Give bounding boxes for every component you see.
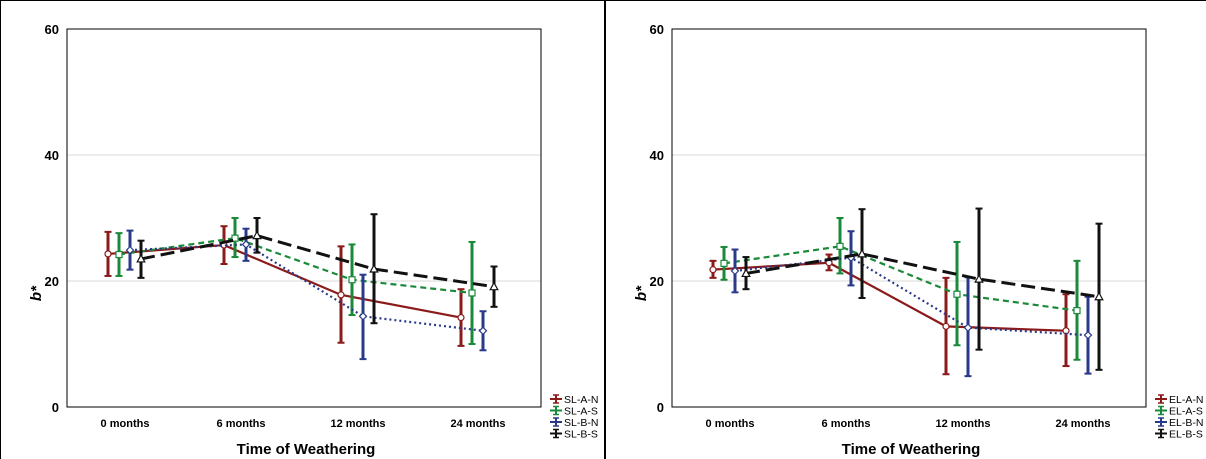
- x-tick-label: 24 months: [1055, 418, 1110, 430]
- series-line: [118, 237, 473, 295]
- series-SL-A-S: [115, 217, 476, 345]
- legend-label: SL-A-N: [564, 394, 598, 406]
- data-point: [468, 289, 476, 297]
- series-line: [712, 261, 1067, 332]
- x-tick-label: 0 months: [706, 418, 755, 430]
- data-point: [1083, 330, 1093, 340]
- data-point: [104, 250, 112, 258]
- data-point: [337, 291, 345, 299]
- chart-right: 0 20 40 60 0 months 6 months 12 months 24 month…: [633, 22, 1203, 458]
- data-point: [136, 253, 146, 263]
- y-tick-label: 60: [650, 22, 664, 37]
- x-axis-label: Time of Weathering: [842, 441, 981, 458]
- data-point: [963, 323, 973, 332]
- series-line: [734, 256, 1089, 337]
- data-point: [857, 248, 867, 258]
- series-line: [129, 243, 484, 332]
- x-tick-label: 12 months: [935, 418, 990, 430]
- data-point: [953, 290, 961, 298]
- data-point: [125, 245, 135, 255]
- data-point: [709, 266, 717, 274]
- y-tick-label: 40: [45, 148, 59, 163]
- legend-label: EL-B-N: [1169, 417, 1203, 429]
- y-tick-label: 40: [650, 148, 664, 163]
- plot-frame: [671, 28, 1147, 408]
- series-EL-A-S: [720, 217, 1081, 361]
- series-SL-B-N: [125, 227, 488, 361]
- data-point: [720, 259, 728, 267]
- y-tick-label: 60: [45, 22, 59, 37]
- data-point: [231, 234, 239, 242]
- y-tick-label: 20: [45, 274, 59, 289]
- x-tick-label: 24 months: [450, 418, 505, 430]
- data-point: [1094, 291, 1104, 301]
- data-point: [836, 242, 844, 250]
- y-axis-label: b*: [28, 285, 45, 301]
- series-SL-A-N: [104, 225, 465, 347]
- data-point: [974, 273, 984, 283]
- y-tick-label: 0: [52, 400, 59, 415]
- series-line: [723, 245, 1078, 312]
- legend-label: SL-B-S: [564, 429, 598, 441]
- legend-label: EL-A-N: [1169, 394, 1203, 406]
- series-line: [107, 243, 462, 319]
- x-axis-label: Time of Weathering: [237, 441, 376, 458]
- data-point: [115, 250, 123, 259]
- x-tick-label: 6 months: [822, 418, 871, 430]
- y-tick-label: 20: [650, 274, 664, 289]
- chart-panel-right: 0 20 40 60 0 months 6 months 12 months 24 month…: [604, 0, 1206, 459]
- legend-label: SL-B-N: [564, 417, 598, 429]
- data-point: [478, 326, 488, 336]
- series-line: [745, 252, 1100, 299]
- data-point: [1073, 307, 1081, 315]
- series-line: [140, 234, 495, 289]
- data-point: [252, 230, 262, 240]
- chart-panel-left: 0 20 40 60 0 months 6 months 12 months 24 month…: [0, 0, 604, 459]
- series-EL-B-N: [730, 230, 1093, 378]
- data-point: [741, 268, 751, 278]
- data-point: [457, 313, 465, 322]
- data-point: [369, 263, 379, 273]
- y-tick-label: 0: [657, 400, 664, 415]
- y-axis-label: b*: [633, 285, 650, 301]
- series-SL-B-S: [136, 213, 499, 325]
- plot-frame: [66, 28, 542, 408]
- legend-label: SL-A-S: [564, 406, 598, 418]
- series-EL-A-N: [709, 253, 1070, 376]
- data-point: [730, 266, 740, 276]
- legend-label: EL-B-S: [1169, 429, 1203, 441]
- x-tick-label: 0 months: [101, 418, 150, 430]
- x-tick-label: 12 months: [330, 418, 385, 430]
- x-tick-label: 6 months: [217, 418, 266, 430]
- legend-label: EL-A-S: [1169, 406, 1203, 418]
- data-point: [489, 281, 499, 291]
- chart-left: 0 20 40 60 0 months 6 months 12 months 24 month…: [28, 22, 598, 458]
- data-point: [241, 240, 251, 249]
- data-point: [348, 276, 356, 284]
- data-point: [358, 311, 368, 321]
- data-point: [942, 322, 950, 330]
- series-EL-B-S: [741, 207, 1104, 371]
